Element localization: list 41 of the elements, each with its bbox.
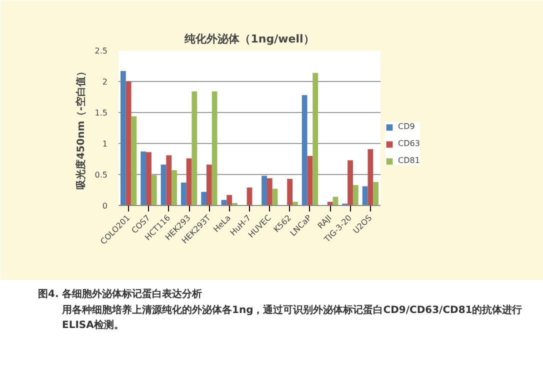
bar — [262, 176, 267, 206]
y-tick-label: 2.5 — [94, 46, 108, 56]
chart-title: 纯化外泌体（1ng/well） — [184, 32, 314, 46]
bar — [160, 164, 166, 206]
bar — [146, 152, 152, 206]
bar — [246, 188, 252, 206]
bar — [192, 91, 198, 206]
bar — [131, 116, 137, 206]
bar — [166, 155, 172, 206]
y-tick-label: 0 — [102, 202, 108, 210]
bar — [212, 91, 218, 206]
bar — [287, 178, 292, 206]
bar — [307, 156, 313, 206]
bar — [362, 186, 368, 206]
bar — [172, 170, 177, 206]
bar — [151, 175, 157, 206]
y-axis-title: 吸光度450nm（-空白值） — [74, 66, 87, 190]
legend-label: CD81 — [398, 156, 420, 165]
y-tick-label: 1.5 — [94, 108, 108, 118]
bar — [312, 72, 318, 206]
bar — [302, 95, 308, 206]
bar — [226, 194, 232, 206]
bar — [266, 178, 272, 206]
bar — [368, 149, 374, 206]
bar — [348, 160, 353, 206]
y-tick-label: 1 — [102, 140, 108, 148]
bar — [120, 70, 126, 206]
legend-label: CD9 — [398, 122, 416, 131]
bar — [180, 182, 186, 206]
text: 用各种细胞培养上清源纯化的外泌体各1ng，通过可识别外泌体标记蛋白CD9/CD63/CD81的抗体进行ELISA检测。 — [62, 304, 524, 333]
legend-label: CD63 — [398, 139, 420, 148]
y-tick-label: 2 — [102, 78, 108, 86]
caption: 图4. 各细胞外泌体标记蛋白表达分析 — [38, 288, 202, 302]
bar — [140, 152, 146, 206]
bar — [352, 185, 358, 206]
bar — [186, 158, 192, 206]
bar — [201, 192, 207, 206]
bar — [373, 182, 378, 206]
y-tick-label: 0.5 — [94, 170, 108, 180]
bar — [206, 164, 212, 206]
bar — [126, 82, 132, 206]
